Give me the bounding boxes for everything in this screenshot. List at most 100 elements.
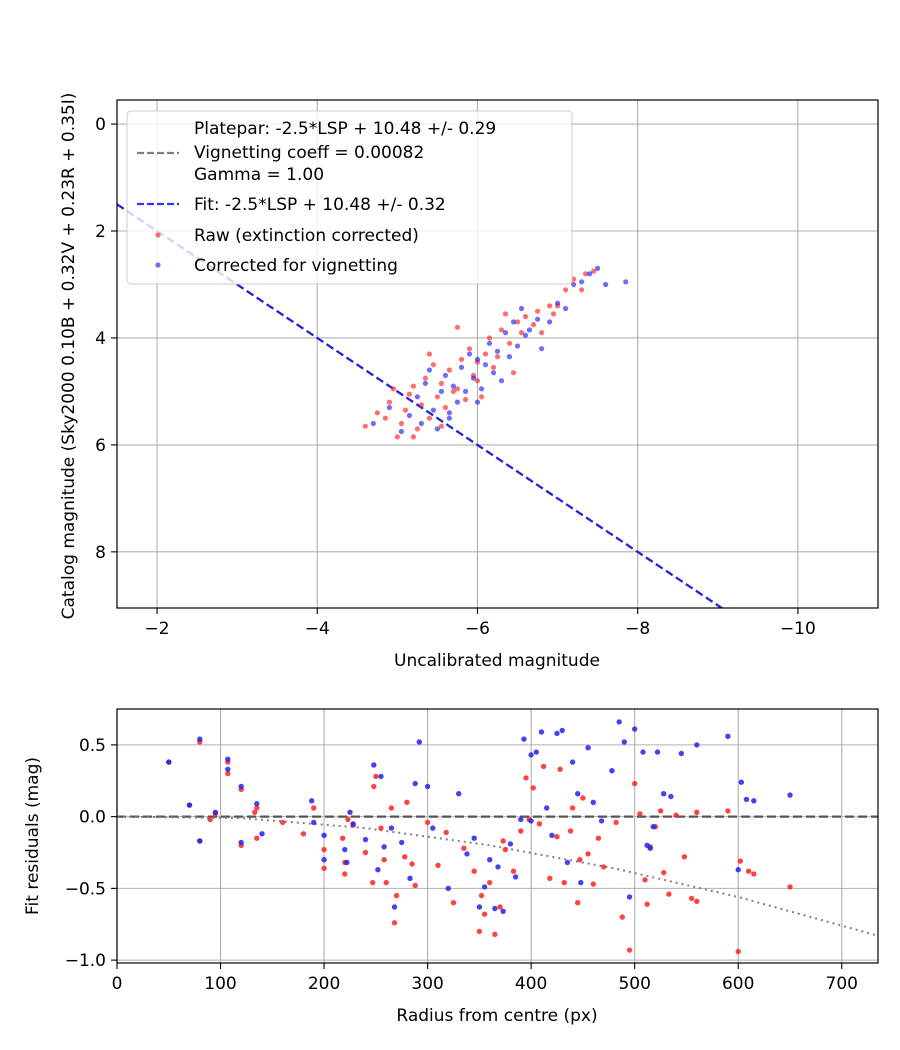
corrected-point [321, 832, 327, 838]
legend-platepar-line-1: Platepar: -2.5*LSP + 10.48 +/- 0.29 [194, 119, 496, 139]
raw-point [787, 884, 793, 890]
corrected-point [528, 752, 534, 758]
corrected-point [590, 799, 596, 805]
raw-point [642, 877, 648, 883]
y-tick-label: 4 [95, 329, 106, 349]
raw-point [311, 805, 317, 811]
corrected-point [375, 867, 381, 873]
raw-point [321, 865, 327, 871]
corrected-point [482, 362, 489, 368]
corrected-point [321, 857, 327, 863]
raw-point [735, 948, 741, 955]
x-tick-label: 700 [826, 974, 858, 994]
raw-point [362, 423, 368, 429]
legend-frame [126, 110, 573, 285]
raw-point [426, 351, 432, 357]
corrected-point [526, 327, 533, 333]
corrected-point [476, 904, 483, 910]
y-tick-label: 8 [95, 543, 106, 563]
corrected-point [445, 885, 451, 892]
corrected-point [554, 730, 560, 737]
corrected-point [446, 410, 452, 416]
raw-point [404, 799, 410, 805]
raw-point [342, 871, 348, 877]
raw-point [454, 386, 460, 392]
corrected-point [538, 729, 545, 735]
corrected-point [514, 343, 521, 349]
bottom-chart: 0 100 200 300 400 500 600 700 0.5 0.0 −0.5 −1.0 Rad… [23, 708, 879, 1026]
top-plot-frame [116, 99, 879, 609]
raw-point [497, 904, 503, 910]
raw-point [518, 330, 525, 336]
corrected-point [391, 904, 398, 910]
raw-point [454, 324, 460, 330]
corrected-point [344, 859, 350, 866]
corrected-point [490, 370, 497, 376]
corrected-point [585, 745, 591, 751]
raw-point [681, 854, 688, 860]
raw-point [580, 795, 586, 801]
raw-point [554, 834, 560, 840]
corrected-point [454, 399, 460, 405]
raw-point [569, 805, 576, 811]
raw-point [510, 868, 517, 874]
raw-point [482, 351, 489, 357]
bottom-gridlines [116, 709, 878, 963]
corrected-point [466, 351, 473, 357]
raw-point [414, 426, 420, 432]
raw-point [673, 812, 679, 818]
corrected-point [438, 388, 444, 394]
raw-point [510, 370, 517, 376]
corrected-point [197, 838, 203, 844]
corrected-point [399, 839, 405, 846]
corrected-point [578, 879, 584, 886]
y-tick-label: −1.0 [65, 951, 106, 971]
raw-point [207, 816, 213, 823]
raw-point [280, 819, 286, 826]
corrected-point [487, 857, 493, 863]
raw-point [725, 808, 731, 814]
corrected-point [512, 874, 519, 880]
x-tick-label: 400 [515, 974, 547, 994]
raw-point [661, 869, 667, 876]
corrected-point [398, 428, 404, 435]
x-tick-label: −2 [145, 619, 170, 639]
corrected-point [446, 415, 452, 421]
corrected-point [603, 281, 609, 288]
legend-platepar-line-2: Vignetting coeff = 0.00082 [194, 143, 424, 163]
raw-point [478, 394, 485, 400]
corrected-point [569, 759, 576, 765]
raw-point [458, 356, 465, 362]
corrected-point [555, 300, 561, 306]
corrected-point [414, 394, 420, 400]
x-tick-label: 0 [112, 974, 123, 994]
raw-point [386, 399, 392, 405]
corrected-point [743, 796, 750, 803]
raw-point [450, 900, 457, 906]
raw-point [498, 327, 505, 333]
raw-point [391, 920, 398, 926]
corrected-point [694, 742, 700, 748]
corrected-point [535, 316, 541, 322]
raw-point [321, 846, 327, 853]
raw-point [737, 858, 743, 864]
corrected-point [458, 364, 465, 370]
raw-point [252, 809, 258, 815]
bottom-plot-frame [116, 708, 879, 964]
x-tick-label: −6 [465, 619, 490, 639]
corrected-point [528, 818, 534, 824]
corrected-point [751, 798, 757, 804]
raw-point [345, 816, 351, 823]
corrected-point [506, 354, 513, 360]
raw-point [487, 879, 493, 886]
corrected-point [238, 783, 244, 790]
raw-point [694, 898, 700, 904]
raw-point [406, 391, 412, 397]
raw-point [378, 825, 384, 831]
corrected-point [381, 844, 387, 850]
x-tick-label: −8 [625, 619, 650, 639]
corrected-point [350, 821, 356, 827]
raw-point [461, 845, 467, 851]
corrected-point [225, 766, 231, 772]
